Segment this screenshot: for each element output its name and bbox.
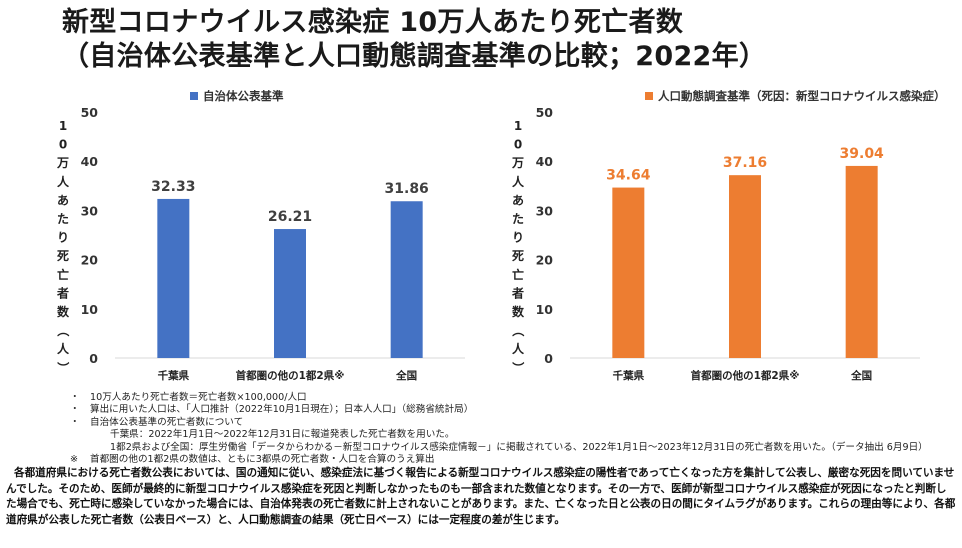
footnote-detail: 千葉県：2022年1月1日～2022年12月31日に報道発表した死亡者数を用いた… xyxy=(110,429,455,441)
y-axis-label-char: 万 xyxy=(511,156,524,170)
footnote-detail: 1都2県および全国：厚生労働省「データからわかる－新型コロナウイルス感染症情報－… xyxy=(110,441,928,453)
footnotes: ・ 10万人あたり死亡者数＝死亡者数×100,000/人口 ・算出に用いた人口は、… xyxy=(70,392,950,466)
data-label: 37.16 xyxy=(723,155,767,171)
legend-label: 自治体公表基準 xyxy=(203,89,284,103)
legend-label: 人口動態調査基準（死因：新型コロナウイルス感染症） xyxy=(658,89,946,103)
y-axis-label-char: 数 xyxy=(57,304,70,319)
data-label: 26.21 xyxy=(268,209,312,225)
y-axis-label-char: ） xyxy=(56,362,71,374)
footnote: ・自治体公表基準の死亡者数について xyxy=(70,416,244,428)
y-axis-label-char: （ xyxy=(56,325,71,337)
y-tick-label: 10 xyxy=(81,302,99,317)
y-tick-label: 30 xyxy=(81,203,99,218)
y-axis-label-char: た xyxy=(57,212,69,226)
footnote-asterisk: ※ 首都圏の他の1都2県の数値は、ともに3都県の死亡者数・人口を合算のうえ算出 xyxy=(70,454,435,466)
x-tick-label: 千葉県 xyxy=(158,369,190,382)
title-line-1: 新型コロナウイルス感染症 10万人あたり死亡者数 xyxy=(62,7,684,38)
footnote: ・ 10万人あたり死亡者数＝死亡者数×100,000/人口 xyxy=(70,392,307,403)
bar xyxy=(274,229,306,358)
y-tick-label: 40 xyxy=(536,154,554,169)
y-axis-label-char: 人 xyxy=(512,174,525,189)
y-tick-label: 40 xyxy=(81,154,99,169)
y-axis-label-char: 人 xyxy=(57,341,70,356)
y-axis-label-char: 数 xyxy=(512,304,525,319)
y-axis-label-char: 人 xyxy=(512,341,525,356)
page-title: 新型コロナウイルス感染症 10万人あたり死亡者数 （自治体公表基準と人口動態調査… xyxy=(62,6,942,74)
y-axis-label-char: （ xyxy=(511,325,526,337)
y-axis-label-char: 亡 xyxy=(57,267,69,282)
y-tick-label: 30 xyxy=(536,203,554,218)
data-label: 34.64 xyxy=(606,168,651,184)
y-axis-label-char: あ xyxy=(512,193,524,207)
chart-municipal-basis: 自治体公表基準0102030405010万人あたり死亡者数（人）32.33千葉県… xyxy=(56,89,465,382)
bar xyxy=(612,187,645,358)
y-axis-label-char: 0 xyxy=(59,138,67,152)
y-axis-label-char: 者 xyxy=(56,285,69,300)
y-axis-label-char: 者 xyxy=(511,285,524,300)
x-tick-label: 全国 xyxy=(395,369,417,382)
bar xyxy=(729,175,761,358)
footnote: ・算出に用いた人口は、「人口推計（2022年10月1日現在）；日本人人口」（総務… xyxy=(70,404,474,416)
y-axis-label-char: 死 xyxy=(512,249,524,263)
y-tick-label: 0 xyxy=(89,351,98,366)
y-tick-label: 20 xyxy=(536,253,554,268)
y-axis-label-char: ） xyxy=(511,362,526,374)
data-label: 31.86 xyxy=(385,181,429,197)
x-tick-label: 首都圏の他の1都2県※ xyxy=(236,369,345,382)
y-tick-label: 0 xyxy=(544,351,553,366)
y-axis-label-char: 1 xyxy=(59,119,67,133)
legend-swatch xyxy=(190,92,198,100)
y-axis-label-char: り xyxy=(57,231,69,245)
x-tick-label: 全国 xyxy=(850,369,872,382)
x-tick-label: 首都圏の他の1都2県※ xyxy=(691,369,800,382)
x-tick-label: 千葉県 xyxy=(613,369,645,382)
y-axis-label-char: 死 xyxy=(57,249,69,263)
y-axis-label-char: あ xyxy=(57,193,69,207)
y-tick-label: 50 xyxy=(81,105,99,120)
data-label: 39.04 xyxy=(840,146,885,162)
y-axis-label-char: 人 xyxy=(57,174,70,189)
y-axis-label-char: 亡 xyxy=(512,267,524,282)
y-axis-label-char: 0 xyxy=(514,138,522,152)
y-tick-label: 10 xyxy=(536,302,554,317)
title-line-2: （自治体公表基準と人口動態調査基準の比較；2022年） xyxy=(62,41,767,72)
bar xyxy=(390,201,423,358)
explanation-paragraph: 各都道府県における死亡者数公表においては、国の通知に従い、感染症法に基づく報告に… xyxy=(6,467,956,526)
chart-vital-statistics-basis: 人口動態調査基準（死因：新型コロナウイルス感染症）0102030405010万人… xyxy=(511,89,946,382)
y-axis-label-char: り xyxy=(512,231,524,245)
y-axis-label-char: 万 xyxy=(56,156,69,170)
legend-swatch xyxy=(645,92,653,100)
y-tick-label: 50 xyxy=(536,105,554,120)
y-axis-label-char: た xyxy=(512,212,524,226)
y-axis-label-char: 1 xyxy=(514,119,522,133)
bar xyxy=(845,165,878,358)
data-label: 32.33 xyxy=(151,179,195,195)
bar xyxy=(157,198,190,358)
y-tick-label: 20 xyxy=(81,253,99,268)
